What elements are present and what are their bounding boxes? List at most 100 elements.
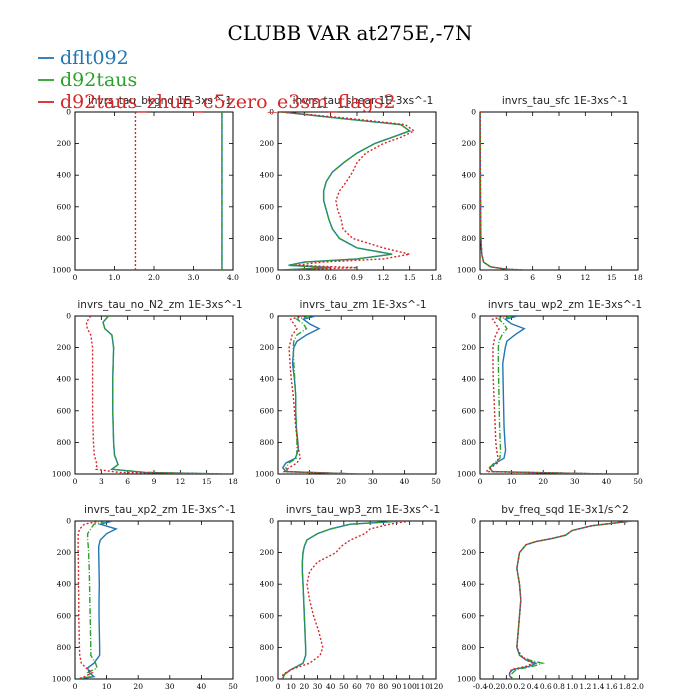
- y-tick-label: 400: [260, 375, 275, 384]
- panel-title: invrs_tau_zm 1E-3xs^-1: [299, 299, 426, 311]
- x-tick-label: 70: [365, 682, 375, 691]
- curves: [480, 112, 524, 270]
- x-tick-label: 10: [286, 682, 296, 691]
- x-tick-label: 9: [152, 477, 157, 486]
- panel-title: invrs_tau_xp2_zm 1E-3xs^-1: [84, 504, 236, 516]
- y-tick-label: 1000: [52, 470, 71, 479]
- y-tick-label: 400: [462, 580, 477, 589]
- x-tick-label: 6: [530, 273, 535, 282]
- series-line-0: [78, 521, 118, 679]
- y-tick-label: 400: [260, 580, 275, 589]
- x-tick-label: 80: [379, 682, 389, 691]
- x-tick-label: 15: [607, 273, 617, 282]
- y-tick-label: 800: [260, 438, 275, 447]
- series-line-2: [282, 112, 416, 270]
- x-tick-label: 10: [507, 477, 517, 486]
- y-tick-label: 600: [260, 406, 275, 415]
- x-tick-label: 0: [73, 682, 78, 691]
- x-tick-label: 0.3: [298, 273, 310, 282]
- panel-title: invrs_tau_wp3_zm 1E-3xs^-1: [286, 504, 440, 516]
- series-line-1: [480, 112, 524, 270]
- series-line-0: [281, 316, 358, 474]
- series-line-1: [282, 112, 412, 270]
- x-tick-label: 0: [478, 477, 483, 486]
- y-tick-label: 200: [260, 139, 275, 148]
- curves: [484, 316, 607, 474]
- y-tick-label: 800: [462, 643, 477, 652]
- panel-7: invrs_tau_wp3_zm 1E-3xs^-102004006008001…: [255, 504, 443, 691]
- legend-label-0: dflt092: [60, 47, 129, 69]
- x-tick-label: 0.4: [527, 682, 539, 691]
- x-tick-label: 1.2: [377, 273, 389, 282]
- panel-1: invrs_tau_shear 1E-3xs^-1 0 200 400 600 800 10…: [255, 95, 442, 282]
- x-tick-label: 12: [581, 273, 591, 282]
- y-tick-label: 600: [462, 202, 477, 211]
- x-tick-label: 110: [416, 682, 431, 691]
- curves: [282, 112, 416, 270]
- x-tick-label: 0: [478, 273, 483, 282]
- series-line-0: [488, 316, 607, 474]
- y-tick-label: 200: [57, 548, 72, 557]
- x-tick-label: 18: [228, 477, 238, 486]
- y-tick-label: 0: [66, 108, 71, 117]
- y-tick-label: 800: [462, 234, 477, 243]
- x-tick-label: 40: [602, 477, 612, 486]
- x-tick-label: 20: [336, 477, 346, 486]
- y-tick-label: 600: [57, 611, 72, 620]
- panel-title: invrs_tau_wp2_zm 1E-3xs^-1: [488, 299, 642, 311]
- x-tick-label: 50: [228, 682, 238, 691]
- x-tick-label: 0.2: [514, 682, 526, 691]
- series-line-2: [484, 316, 607, 474]
- x-tick-label: 2.0: [632, 682, 644, 691]
- x-tick-label: 0: [73, 273, 78, 282]
- panel-8: bv_freq_sqd 1E-3x1/s^202004006008001000-…: [457, 504, 644, 691]
- y-tick-label: 800: [57, 643, 72, 652]
- x-tick-label: 4.0: [227, 273, 239, 282]
- x-tick-label: 3.0: [188, 273, 200, 282]
- x-tick-label: 50: [431, 477, 441, 486]
- x-tick-label: 6: [125, 477, 130, 486]
- curves: [134, 112, 223, 270]
- x-tick-label: 1.6: [606, 682, 618, 691]
- x-tick-label: 0.8: [553, 682, 565, 691]
- x-tick-label: 40: [326, 682, 336, 691]
- series-line-1: [508, 521, 632, 679]
- x-tick-label: 0: [276, 477, 281, 486]
- y-tick-label: 0: [269, 517, 274, 526]
- panel-5: invrs_tau_wp2_zm 1E-3xs^-102004006008001…: [457, 299, 643, 486]
- curves: [77, 521, 118, 679]
- figure-title: CLUBB VAR at275E,-7N: [227, 21, 472, 45]
- panel-title: invrs_tau_shear 1E-3xs^-1: [293, 95, 434, 107]
- x-tick-label: 0.0: [500, 682, 512, 691]
- curves: [508, 521, 632, 679]
- y-tick-label: 400: [462, 375, 477, 384]
- y-tick-label: 0: [66, 312, 71, 321]
- x-tick-label: 0.9: [351, 273, 363, 282]
- x-tick-label: 0.6: [540, 682, 552, 691]
- y-tick-label: 1000: [255, 675, 274, 684]
- y-tick-label: 1000: [457, 675, 476, 684]
- legend-label-1: d92taus: [60, 69, 137, 91]
- y-tick-label: 1000: [255, 266, 274, 275]
- x-tick-label: 2.0: [148, 273, 160, 282]
- panel-2: invrs_tau_sfc 1E-3xs^-1 0 200 400 600 800 1000…: [457, 95, 643, 282]
- y-tick-label: 1000: [255, 470, 274, 479]
- x-tick-label: -0.4: [473, 682, 488, 691]
- x-tick-label: 50: [339, 682, 349, 691]
- y-tick-label: 200: [462, 343, 477, 352]
- series-line-2: [508, 521, 632, 679]
- y-tick-label: 200: [260, 548, 275, 557]
- x-tick-label: 0.6: [325, 273, 337, 282]
- series-line-1: [285, 316, 358, 474]
- curves: [85, 316, 225, 474]
- curves: [281, 521, 410, 679]
- y-tick-label: 0: [471, 517, 476, 526]
- x-tick-label: 60: [352, 682, 362, 691]
- x-tick-label: 12: [176, 477, 186, 486]
- x-tick-label: 15: [202, 477, 212, 486]
- y-tick-label: 1000: [52, 266, 71, 275]
- curves: [281, 316, 358, 474]
- x-tick-label: 50: [633, 477, 643, 486]
- y-tick-label: 800: [57, 438, 72, 447]
